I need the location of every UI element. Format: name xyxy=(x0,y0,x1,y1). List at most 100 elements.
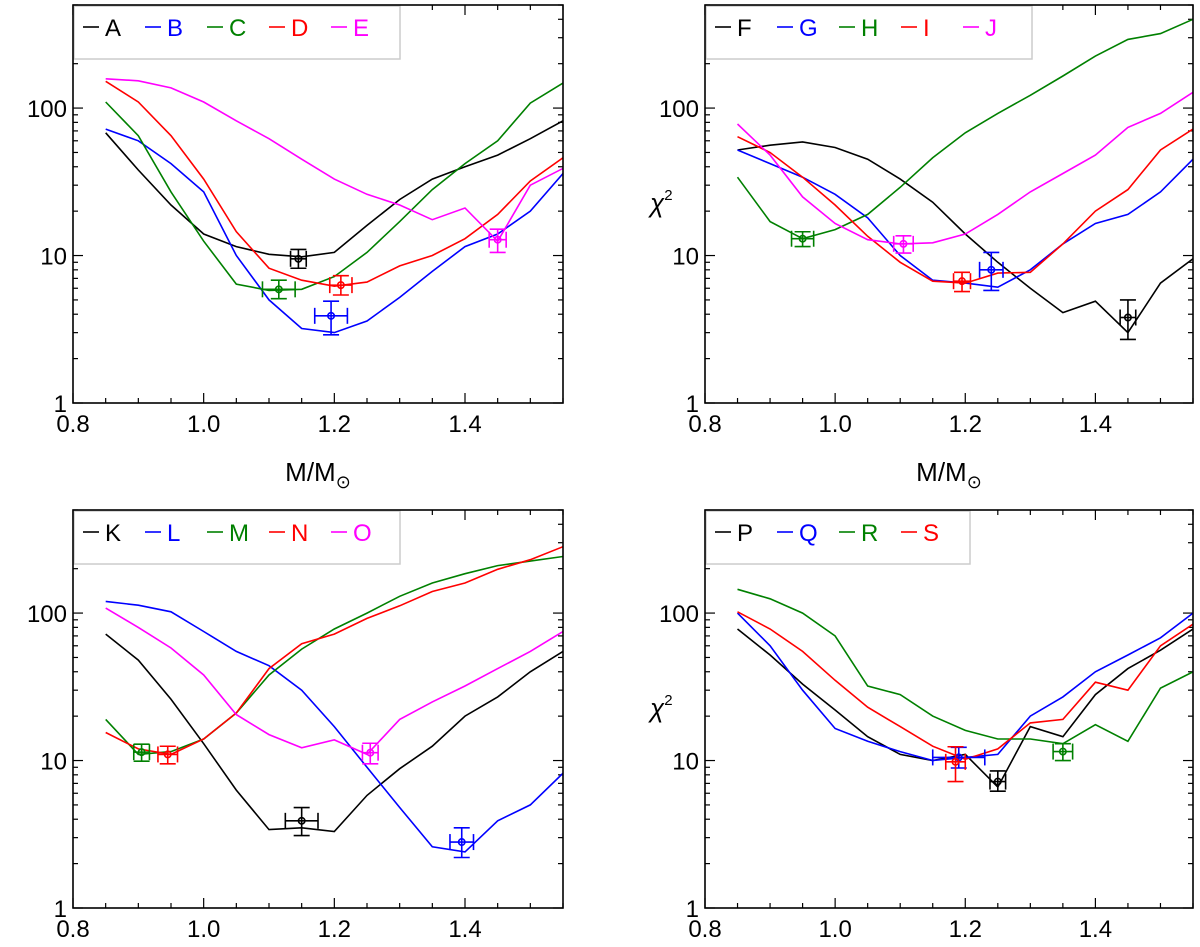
error-bar-markers xyxy=(931,742,1074,792)
legend-label-F: F xyxy=(737,15,752,42)
legend-label-D: D xyxy=(291,15,308,42)
x-tick-label: 1.2 xyxy=(318,916,351,943)
legend-label-G: G xyxy=(799,15,818,42)
axis-ticks xyxy=(704,509,1194,909)
series-line-J xyxy=(736,91,1193,245)
legend-label-E: E xyxy=(353,15,369,42)
y-tick-label: 1 xyxy=(686,896,699,923)
x-tick-label: 0.8 xyxy=(56,916,89,943)
error-point-P xyxy=(989,770,1007,792)
error-point-C xyxy=(261,279,296,300)
plot-frame xyxy=(704,509,1194,909)
axis-ticks xyxy=(72,4,564,404)
error-point-I xyxy=(952,271,972,293)
x-tick-label: 0.8 xyxy=(688,411,721,438)
legend: A B C D E xyxy=(73,5,401,60)
error-point-D xyxy=(328,274,353,296)
legend-label-C: C xyxy=(229,15,246,42)
x-tick-label: 1.2 xyxy=(949,411,982,438)
series-line-R xyxy=(737,588,1193,745)
series-line-C xyxy=(105,82,563,292)
legend-label-P: P xyxy=(737,520,753,547)
series-line-D xyxy=(105,80,563,288)
series-line-S xyxy=(737,611,1193,761)
x-tick-label: 1.0 xyxy=(818,411,851,438)
error-point-K xyxy=(284,806,319,837)
legend-label-N: N xyxy=(291,520,308,547)
series-line-N xyxy=(105,545,563,756)
panel-a: 0.8 1.0 1.2 1.4 1 10 100 M/M⊙ A B C D E xyxy=(27,4,564,492)
legend-label-I: I xyxy=(923,15,930,42)
series-line-K xyxy=(105,633,563,833)
error-point-J xyxy=(892,235,915,254)
y-tick-label: 100 xyxy=(27,96,67,123)
error-point-B xyxy=(313,300,349,336)
series-lines xyxy=(105,78,563,334)
series-line-I xyxy=(737,128,1193,284)
x-tick-label: 1.4 xyxy=(448,411,481,438)
y-tick-label: 100 xyxy=(27,601,67,628)
legend-label-B: B xyxy=(167,15,183,42)
legend-label-O: O xyxy=(353,520,372,547)
series-line-A xyxy=(105,120,563,258)
error-point-Q xyxy=(931,746,986,769)
error-bar-markers xyxy=(132,742,475,859)
legend-label-H: H xyxy=(861,15,878,42)
y-tick-label: 100 xyxy=(659,601,699,628)
legend: P Q R S xyxy=(705,510,971,565)
x-tick-label: 1.4 xyxy=(1079,916,1112,943)
error-point-L xyxy=(449,826,475,859)
error-point-S xyxy=(944,745,967,783)
x-tick-label: 0.8 xyxy=(56,411,89,438)
error-point-M xyxy=(132,743,151,762)
series-line-M xyxy=(105,555,563,756)
x-tick-label: 1.0 xyxy=(187,916,220,943)
series-line-B xyxy=(105,128,563,334)
x-tick-label: 1.4 xyxy=(1079,411,1112,438)
error-bar-markers xyxy=(790,230,1137,341)
y-tick-label: 1 xyxy=(54,391,67,418)
legend-label-M: M xyxy=(229,520,249,547)
error-point-R xyxy=(1052,742,1074,762)
error-point-N xyxy=(157,745,179,765)
legend-label-Q: Q xyxy=(799,520,818,547)
plot-frame xyxy=(704,4,1194,404)
y-tick-label: 10 xyxy=(40,749,67,776)
panel-b: 0.8 1.0 1.2 1.4 1 10 100 M/M⊙ χ2 F G H I J xyxy=(648,4,1194,492)
error-bar-markers xyxy=(261,228,507,336)
series-lines xyxy=(105,545,563,853)
series-line-L xyxy=(105,600,563,853)
y-tick-label: 10 xyxy=(672,749,699,776)
series-line-G xyxy=(737,149,1193,289)
x-tick-label: 1.4 xyxy=(448,916,481,943)
panel-d: 0.8 1.0 1.2 1.4 1 10 100 χ2 P Q R S xyxy=(648,509,1194,943)
plot-frame xyxy=(72,4,564,404)
x-tick-label: 1.2 xyxy=(318,411,351,438)
panel-c: 0.8 1.0 1.2 1.4 1 10 100 K L M N O xyxy=(27,509,564,943)
series-lines xyxy=(736,18,1193,334)
y-axis-label: χ2 xyxy=(648,187,673,218)
x-tick-label: 1.2 xyxy=(949,916,982,943)
error-point-E xyxy=(488,228,507,254)
legend-label-L: L xyxy=(167,520,180,547)
series-line-E xyxy=(105,78,563,243)
x-axis-label: M/M⊙ xyxy=(916,457,982,492)
legend-label-S: S xyxy=(923,520,939,547)
legend-label-R: R xyxy=(861,520,878,547)
y-tick-label: 10 xyxy=(672,244,699,271)
y-axis-label: χ2 xyxy=(648,692,673,723)
x-axis-label: M/M⊙ xyxy=(285,457,351,492)
y-tick-label: 1 xyxy=(686,391,699,418)
y-tick-label: 1 xyxy=(54,896,67,923)
x-tick-label: 1.0 xyxy=(187,411,220,438)
error-point-F xyxy=(1119,299,1137,341)
plot-frame xyxy=(72,509,564,909)
error-point-G xyxy=(978,251,1004,292)
error-point-A xyxy=(289,248,308,270)
error-point-O xyxy=(361,742,379,765)
error-point-H xyxy=(790,230,815,248)
y-tick-label: 100 xyxy=(659,96,699,123)
legend-label-K: K xyxy=(105,520,121,547)
series-line-O xyxy=(105,607,563,756)
